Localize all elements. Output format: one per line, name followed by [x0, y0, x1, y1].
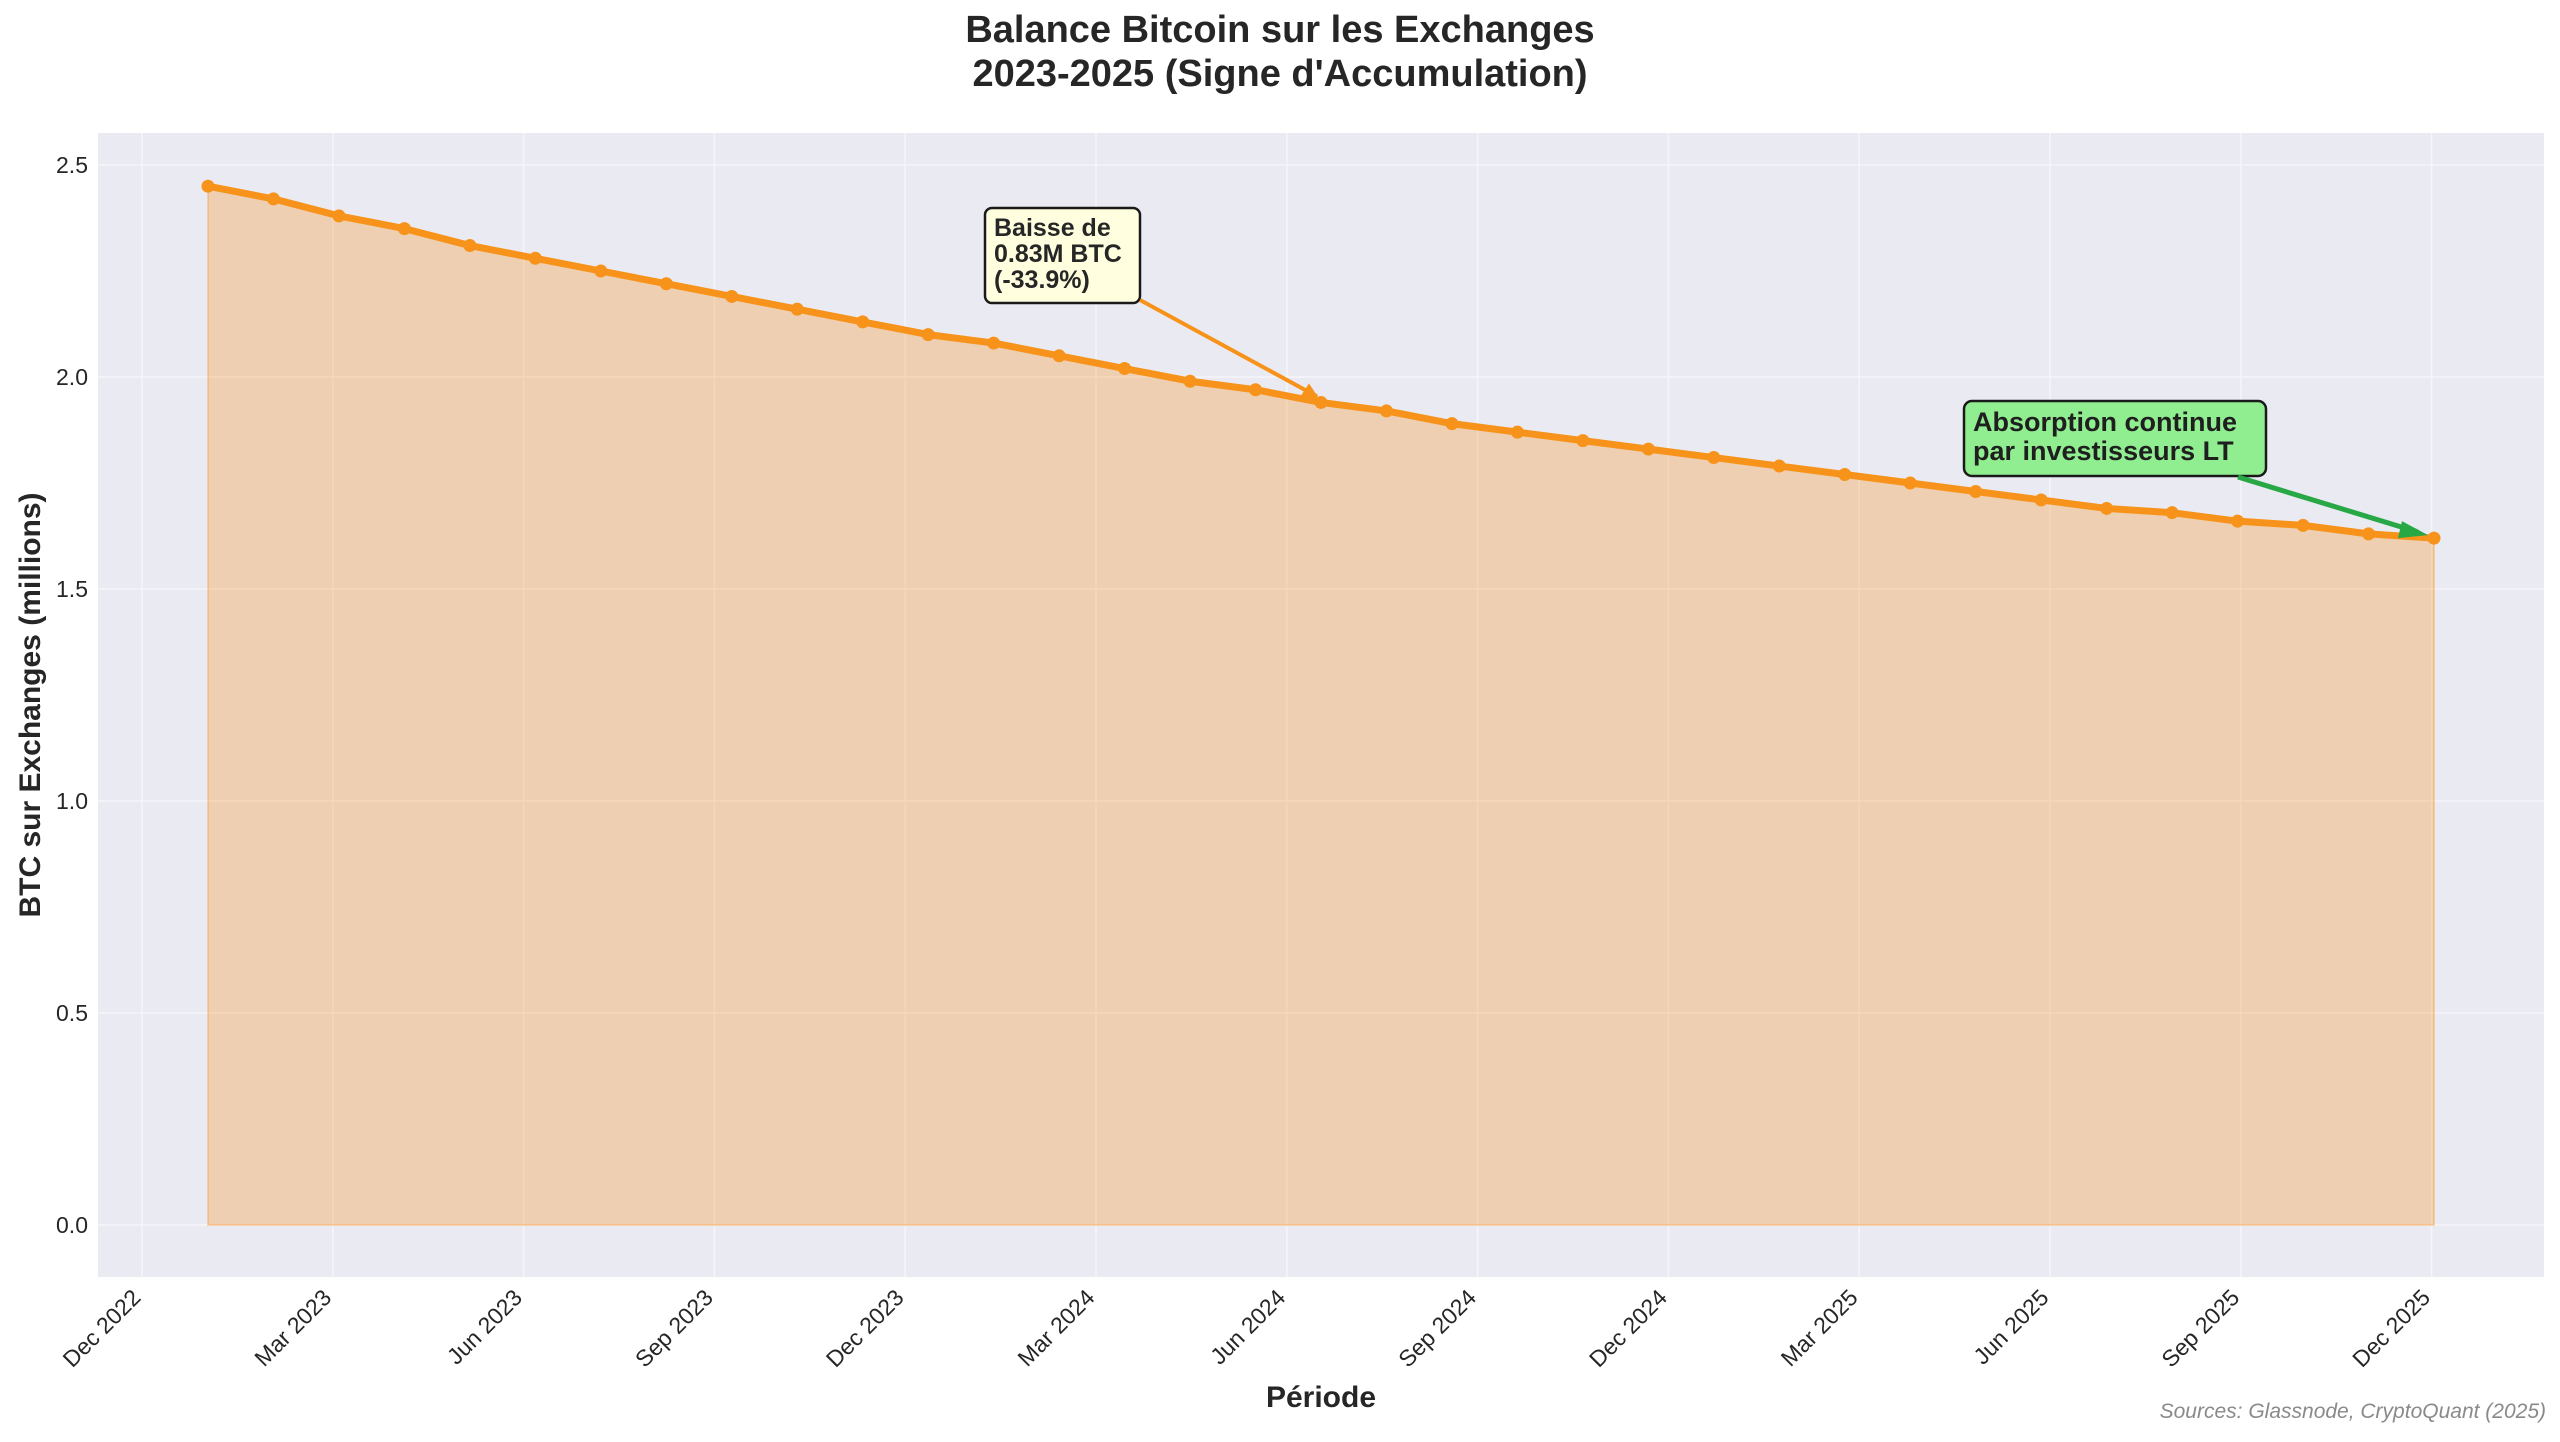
annotation-text-decline: (-33.9%)	[994, 266, 1090, 294]
data-point	[1576, 434, 1590, 448]
data-point	[1183, 374, 1197, 388]
data-point	[856, 315, 870, 329]
y-axis-label: BTC sur Exchanges (millions)	[14, 492, 47, 917]
x-tick-label: Jun 2023	[442, 1284, 527, 1369]
arrowhead-icon	[2398, 521, 2428, 539]
y-tick-label: 1.0	[56, 788, 88, 814]
y-tick-label: 0.5	[56, 1000, 88, 1026]
data-point	[987, 336, 1001, 350]
data-point	[1249, 383, 1263, 397]
x-tick-label: Dec 2024	[1584, 1284, 1672, 1372]
data-point	[2362, 527, 2376, 541]
data-point	[1772, 459, 1786, 473]
arrowhead-icon	[1301, 383, 1319, 399]
data-point	[397, 222, 411, 236]
source-note: Sources: Glassnode, CryptoQuant (2025)	[2159, 1400, 2546, 1423]
data-point	[1445, 417, 1459, 431]
data-point	[1969, 484, 1983, 498]
data-point	[528, 251, 542, 265]
x-tick-label: Sep 2025	[2156, 1284, 2244, 1372]
data-point	[2427, 531, 2441, 545]
chart-title: Balance Bitcoin sur les Exchanges 2023-2…	[0, 8, 2560, 96]
y-tick-label: 0.0	[56, 1212, 88, 1238]
data-point	[1838, 468, 1852, 482]
x-tick-label: Dec 2023	[821, 1284, 909, 1372]
x-tick-label: Mar 2024	[1012, 1284, 1099, 1371]
annotation-text-absorption: Absorption continue	[1973, 407, 2237, 437]
y-tick-label: 2.5	[56, 152, 88, 178]
data-point	[1510, 425, 1524, 439]
data-point	[463, 239, 477, 253]
data-point	[201, 179, 215, 193]
data-point	[659, 277, 673, 291]
data-point	[332, 209, 346, 223]
x-tick-label: Mar 2023	[249, 1284, 336, 1371]
data-point	[2296, 518, 2310, 532]
data-point	[2231, 514, 2245, 528]
x-tick-label: Jun 2025	[1968, 1284, 2053, 1369]
x-tick-label: Sep 2024	[1393, 1284, 1481, 1372]
x-tick-label: Jun 2024	[1205, 1284, 1290, 1369]
data-point	[921, 328, 935, 342]
data-point	[2165, 506, 2179, 520]
annotation-box-absorption	[1962, 399, 2268, 478]
annotation-arrow-decline	[1139, 298, 1318, 399]
data-point	[1707, 451, 1721, 465]
y-tick-label: 1.5	[56, 576, 88, 602]
annotation-box-decline	[983, 206, 1142, 305]
annotation-text-decline: Baisse de	[994, 214, 1111, 242]
data-point	[725, 289, 739, 303]
chart-title-line1: Balance Bitcoin sur les Exchanges	[965, 9, 1595, 51]
data-point	[2034, 493, 2048, 507]
x-tick-label: Dec 2025	[2347, 1284, 2435, 1372]
x-tick-label: Mar 2025	[1776, 1284, 1863, 1371]
data-point	[594, 264, 608, 278]
annotation-text-absorption: par investisseurs LT	[1973, 436, 2234, 466]
annotation-arrow-absorption	[2237, 474, 2419, 535]
data-point	[1641, 442, 1655, 456]
x-tick-label: Sep 2023	[630, 1284, 718, 1372]
annotation-text-decline: 0.83M BTC	[994, 240, 1122, 268]
data-point	[1118, 362, 1132, 376]
data-point	[2100, 501, 2114, 515]
y-tick-label: 2.0	[56, 364, 88, 390]
x-tick-label: Dec 2022	[58, 1284, 146, 1372]
data-point	[790, 302, 804, 316]
plot-area	[98, 133, 2544, 1277]
data-point	[266, 192, 280, 206]
data-point	[1314, 395, 1328, 409]
x-axis-label: Période	[1266, 1381, 1376, 1414]
data-point	[1903, 476, 1917, 490]
data-point	[1052, 349, 1066, 363]
data-point	[1379, 404, 1393, 418]
chart-title-line2: 2023-2025 (Signe d'Accumulation)	[972, 53, 1588, 95]
